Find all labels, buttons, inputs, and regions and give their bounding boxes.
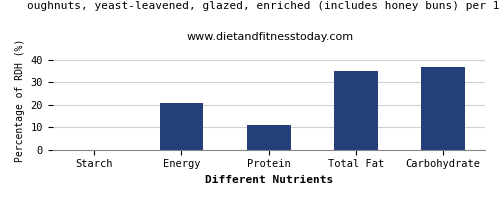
Bar <box>247 125 290 150</box>
Y-axis label: Percentage of RDH (%): Percentage of RDH (%) <box>15 39 25 162</box>
Text: oughnuts, yeast-leavened, glazed, enriched (includes honey buns) per 100: oughnuts, yeast-leavened, glazed, enrich… <box>27 1 500 11</box>
X-axis label: Different Nutrients: Different Nutrients <box>204 175 333 185</box>
Text: www.dietandfitnesstoday.com: www.dietandfitnesstoday.com <box>186 32 354 42</box>
Bar <box>160 103 204 150</box>
Bar <box>422 67 465 150</box>
Bar <box>334 71 378 150</box>
